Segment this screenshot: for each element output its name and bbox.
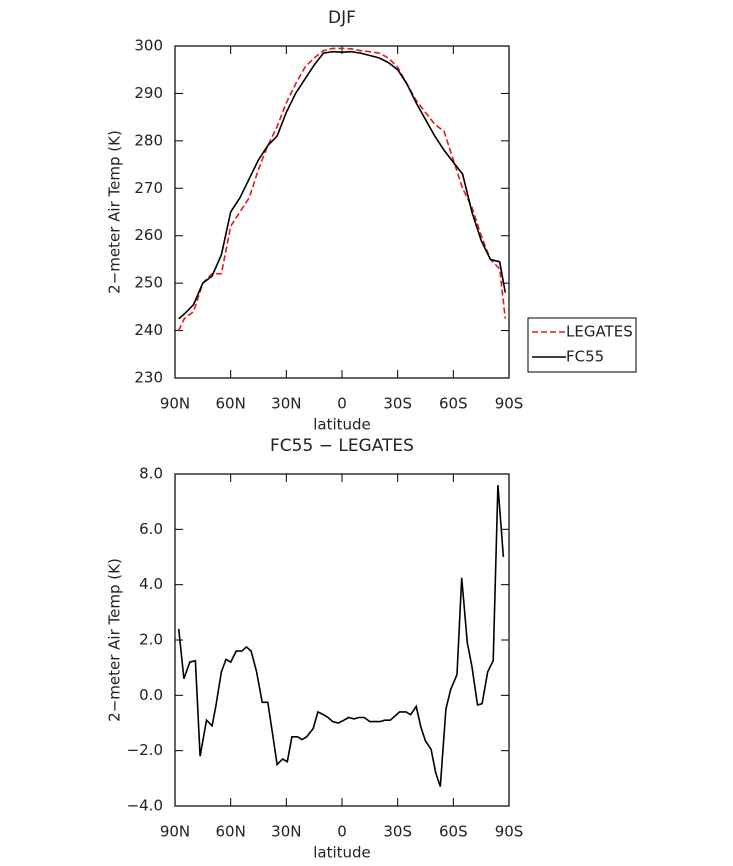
- y-axis-label: 2−meter Air Temp (K): [106, 558, 124, 722]
- y-axis-label: 2−meter Air Temp (K): [106, 130, 124, 294]
- y-tick-label: −4.0: [127, 797, 163, 815]
- x-tick-label: 90S: [495, 395, 524, 413]
- legend-label: LEGATES: [566, 323, 633, 341]
- x-tick-label: 30N: [271, 395, 301, 413]
- x-tick-label: 30N: [271, 823, 301, 841]
- y-tick-label: 4.0: [139, 575, 163, 593]
- y-tick-label: 280: [134, 131, 163, 149]
- y-tick-label: 290: [134, 84, 163, 102]
- x-tick-label: 0: [337, 823, 347, 841]
- x-tick-label: 0: [337, 395, 347, 413]
- plot-frame: [174, 45, 510, 379]
- y-tick-label: 270: [134, 179, 163, 197]
- y-tick-label: 250: [134, 274, 163, 292]
- x-tick-label: 30S: [383, 823, 412, 841]
- data-line: [177, 485, 505, 787]
- x-tick-label: 90S: [495, 823, 524, 841]
- y-tick-label: 260: [134, 226, 163, 244]
- x-tick-label: 90N: [160, 823, 190, 841]
- y-tick-label: 6.0: [139, 520, 163, 538]
- x-tick-label: 90N: [160, 395, 190, 413]
- y-tick-label: 240: [134, 321, 163, 339]
- y-tick-label: 0.0: [139, 686, 163, 704]
- y-tick-label: 2.0: [139, 631, 163, 649]
- y-tick-label: 230: [134, 369, 163, 387]
- x-axis-label: latitude: [313, 416, 371, 434]
- x-tick-label: 60S: [439, 823, 468, 841]
- data-line: [177, 47, 507, 331]
- legend-frame: [527, 317, 637, 373]
- y-tick-label: −2.0: [127, 741, 163, 759]
- y-tick-label: 8.0: [139, 465, 163, 483]
- x-axis-label: latitude: [313, 844, 371, 862]
- x-tick-label: 30S: [383, 395, 412, 413]
- y-tick-label: 300: [134, 37, 163, 55]
- x-tick-label: 60N: [216, 823, 246, 841]
- chart-title: FC55 − LEGATES: [270, 436, 414, 456]
- data-line: [178, 50, 507, 320]
- x-tick-label: 60S: [439, 395, 468, 413]
- x-tick-label: 60N: [216, 395, 246, 413]
- chart-title: DJF: [328, 8, 356, 28]
- legend-label: FC55: [566, 348, 604, 366]
